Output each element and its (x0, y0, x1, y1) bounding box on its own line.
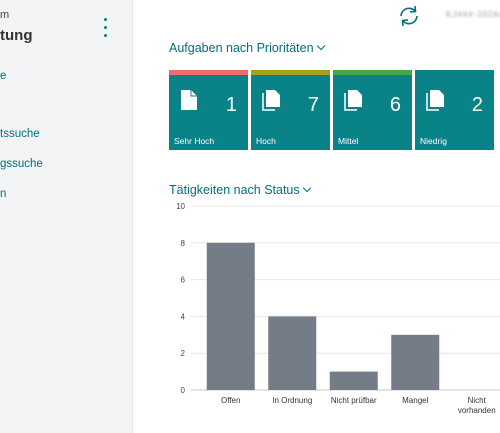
refresh-icon[interactable] (396, 4, 422, 28)
user-name: KJ###-2026### (446, 10, 500, 19)
status-bar-chart: 0 2 4 6 8 10 Offen In Ordnung Nicht prüfbar Mange… (176, 202, 500, 415)
sidebar-header-subtitle: m (0, 9, 10, 21)
bar (268, 316, 317, 390)
tile-label: Sehr Hoch (174, 136, 215, 146)
tile-mittel[interactable]: 6 Mittel (333, 70, 412, 150)
sidebar-item-4[interactable]: n (0, 188, 7, 200)
document-icon (181, 90, 197, 110)
tile-sehr-hoch[interactable]: 1 Sehr Hoch (169, 70, 248, 150)
tile-color-bar (415, 70, 494, 75)
tile-color-bar (333, 70, 412, 75)
tile-color-bar (251, 70, 330, 75)
bar (391, 334, 440, 390)
sidebar: m tung e tssuche gssuche n (0, 0, 133, 433)
sidebar-item-3[interactable]: gssuche (0, 158, 43, 170)
main-content: KJ###-2026### Aufgaben nach Prioritäten … (133, 0, 500, 433)
tile-label: Niedrig (420, 136, 447, 146)
activities-title-text: Tätigkeiten nach Status (169, 183, 300, 197)
chevron-down-icon (302, 183, 311, 193)
sidebar-item-2[interactable]: tssuche (0, 128, 40, 140)
activities-section-title[interactable]: Tätigkeiten nach Status (169, 183, 311, 197)
y-tick-label: 8 (181, 239, 186, 248)
tile-count: 1 (225, 94, 237, 116)
tile-hoch[interactable]: 7 Hoch (251, 70, 330, 150)
y-tick-label: 6 (181, 276, 186, 285)
bar (206, 242, 255, 390)
x-tick-label: Mangel (402, 396, 428, 405)
x-tick-label: Offen (221, 396, 240, 405)
tasks-title-text: Aufgaben nach Prioritäten (169, 41, 314, 55)
y-tick-label: 4 (181, 312, 186, 321)
x-tick-label: Nicht vorhanden (458, 396, 496, 415)
tile-count: 6 (389, 94, 401, 116)
documents-icon (262, 90, 280, 111)
more-options-icon[interactable] (100, 16, 112, 40)
tile-label: Hoch (256, 136, 276, 146)
tile-niedrig[interactable]: 2 Niedrig (415, 70, 494, 150)
sidebar-header-title: tung (0, 27, 33, 44)
sidebar-item-1[interactable]: e (0, 70, 7, 82)
x-tick-label: In Ordnung (272, 396, 312, 405)
x-tick-label: Nicht prüfbar (331, 396, 377, 405)
documents-icon (344, 90, 362, 111)
tasks-section-title[interactable]: Aufgaben nach Prioritäten (169, 41, 325, 55)
tile-color-bar (169, 70, 248, 75)
y-tick-label: 10 (176, 202, 185, 211)
tile-count: 7 (307, 94, 319, 116)
tile-count: 2 (471, 94, 483, 116)
chevron-down-icon (316, 41, 325, 51)
y-tick-label: 2 (181, 349, 186, 358)
tile-label: Mittel (338, 136, 359, 146)
documents-icon (426, 90, 444, 111)
bar (329, 371, 378, 390)
y-tick-label: 0 (181, 386, 186, 395)
